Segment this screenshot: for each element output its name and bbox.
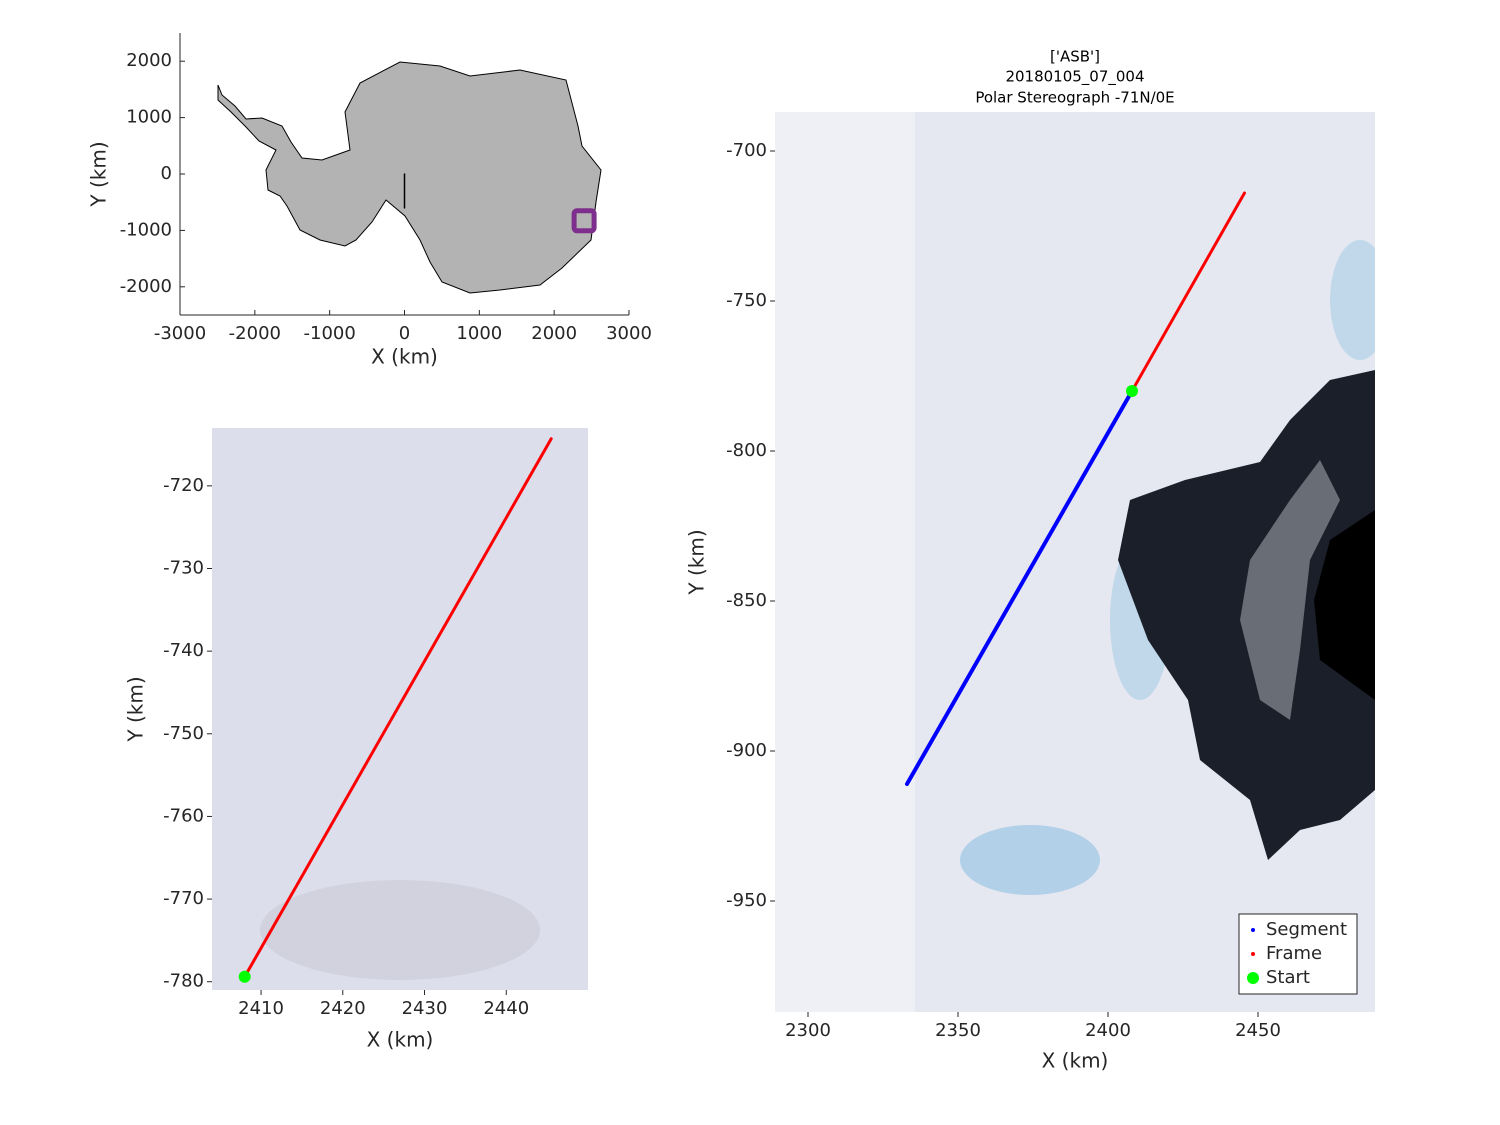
x-tick-label: 0 [399, 323, 410, 344]
y-tick-label: -700 [726, 140, 767, 161]
y-tick-label: -950 [726, 890, 767, 911]
title-line: Polar Stereograph -71N/0E [975, 89, 1174, 107]
x-tick-label: 2400 [1085, 1020, 1131, 1041]
y-axis-label: Y (km) [87, 141, 111, 207]
legend-symbol [1251, 952, 1255, 956]
x-tick-label: -3000 [154, 323, 206, 344]
image-texture [260, 880, 540, 980]
x-axis-label: X (km) [371, 345, 438, 369]
continent [217, 61, 602, 294]
start-marker [1126, 385, 1138, 397]
y-axis-label: Y (km) [124, 676, 148, 742]
y-tick-label: -750 [163, 723, 204, 744]
track-line [243, 437, 553, 979]
y-tick-label: -760 [163, 805, 204, 826]
x-tick-label: 2420 [320, 998, 366, 1019]
y-tick-label: 2000 [126, 50, 172, 71]
track-line [905, 389, 1134, 786]
legend-symbol [1251, 928, 1255, 932]
x-tick-label: 2440 [483, 998, 529, 1019]
x-tick-label: -2000 [229, 323, 281, 344]
legend-box [1238, 913, 1358, 995]
x-tick-label: 2410 [238, 998, 284, 1019]
y-tick-label: -720 [163, 475, 204, 496]
legend-label: Start [1266, 967, 1310, 988]
y-tick-label: -780 [163, 971, 204, 992]
track-line [1130, 191, 1246, 393]
title: ['ASB'] 20180105_07_004 Polar Stereograp… [975, 48, 1174, 107]
legend-label: Frame [1266, 943, 1322, 964]
x-tick-label: 2450 [1235, 1020, 1281, 1041]
x-tick-label: 2350 [935, 1020, 981, 1041]
y-tick-label: 1000 [126, 107, 172, 128]
y-tick-label: -770 [163, 888, 204, 909]
x-axis-label: X (km) [367, 1028, 434, 1052]
y-tick-label: 0 [161, 163, 172, 184]
y-tick-label: -850 [726, 590, 767, 611]
x-axis-label: X (km) [1042, 1049, 1109, 1073]
location-marker [571, 208, 597, 234]
x-tick-label: 2000 [531, 323, 577, 344]
x-tick-label: 2300 [785, 1020, 831, 1041]
start-marker [238, 970, 251, 983]
y-axis-label: Y (km) [685, 529, 709, 595]
y-tick-label: -800 [726, 440, 767, 461]
legend-label: Segment [1266, 919, 1347, 940]
x-tick-label: 2430 [402, 998, 448, 1019]
x-tick-label: 3000 [606, 323, 652, 344]
legend: Segment Frame Start [1238, 913, 1358, 995]
title-line: ['ASB'] [1050, 48, 1100, 66]
image-right [775, 112, 1375, 1012]
x-tick-label: -1000 [304, 323, 356, 344]
legend-symbol [1247, 972, 1259, 984]
x-tick-label: 1000 [456, 323, 502, 344]
y-tick-label: -730 [163, 558, 204, 579]
y-tick-label: -2000 [120, 276, 172, 297]
y-tick-label: -750 [726, 290, 767, 311]
y-tick-label: -740 [163, 640, 204, 661]
y-tick-label: -1000 [120, 219, 172, 240]
y-tick-label: -900 [726, 740, 767, 761]
title-line: 20180105_07_004 [1005, 68, 1144, 87]
